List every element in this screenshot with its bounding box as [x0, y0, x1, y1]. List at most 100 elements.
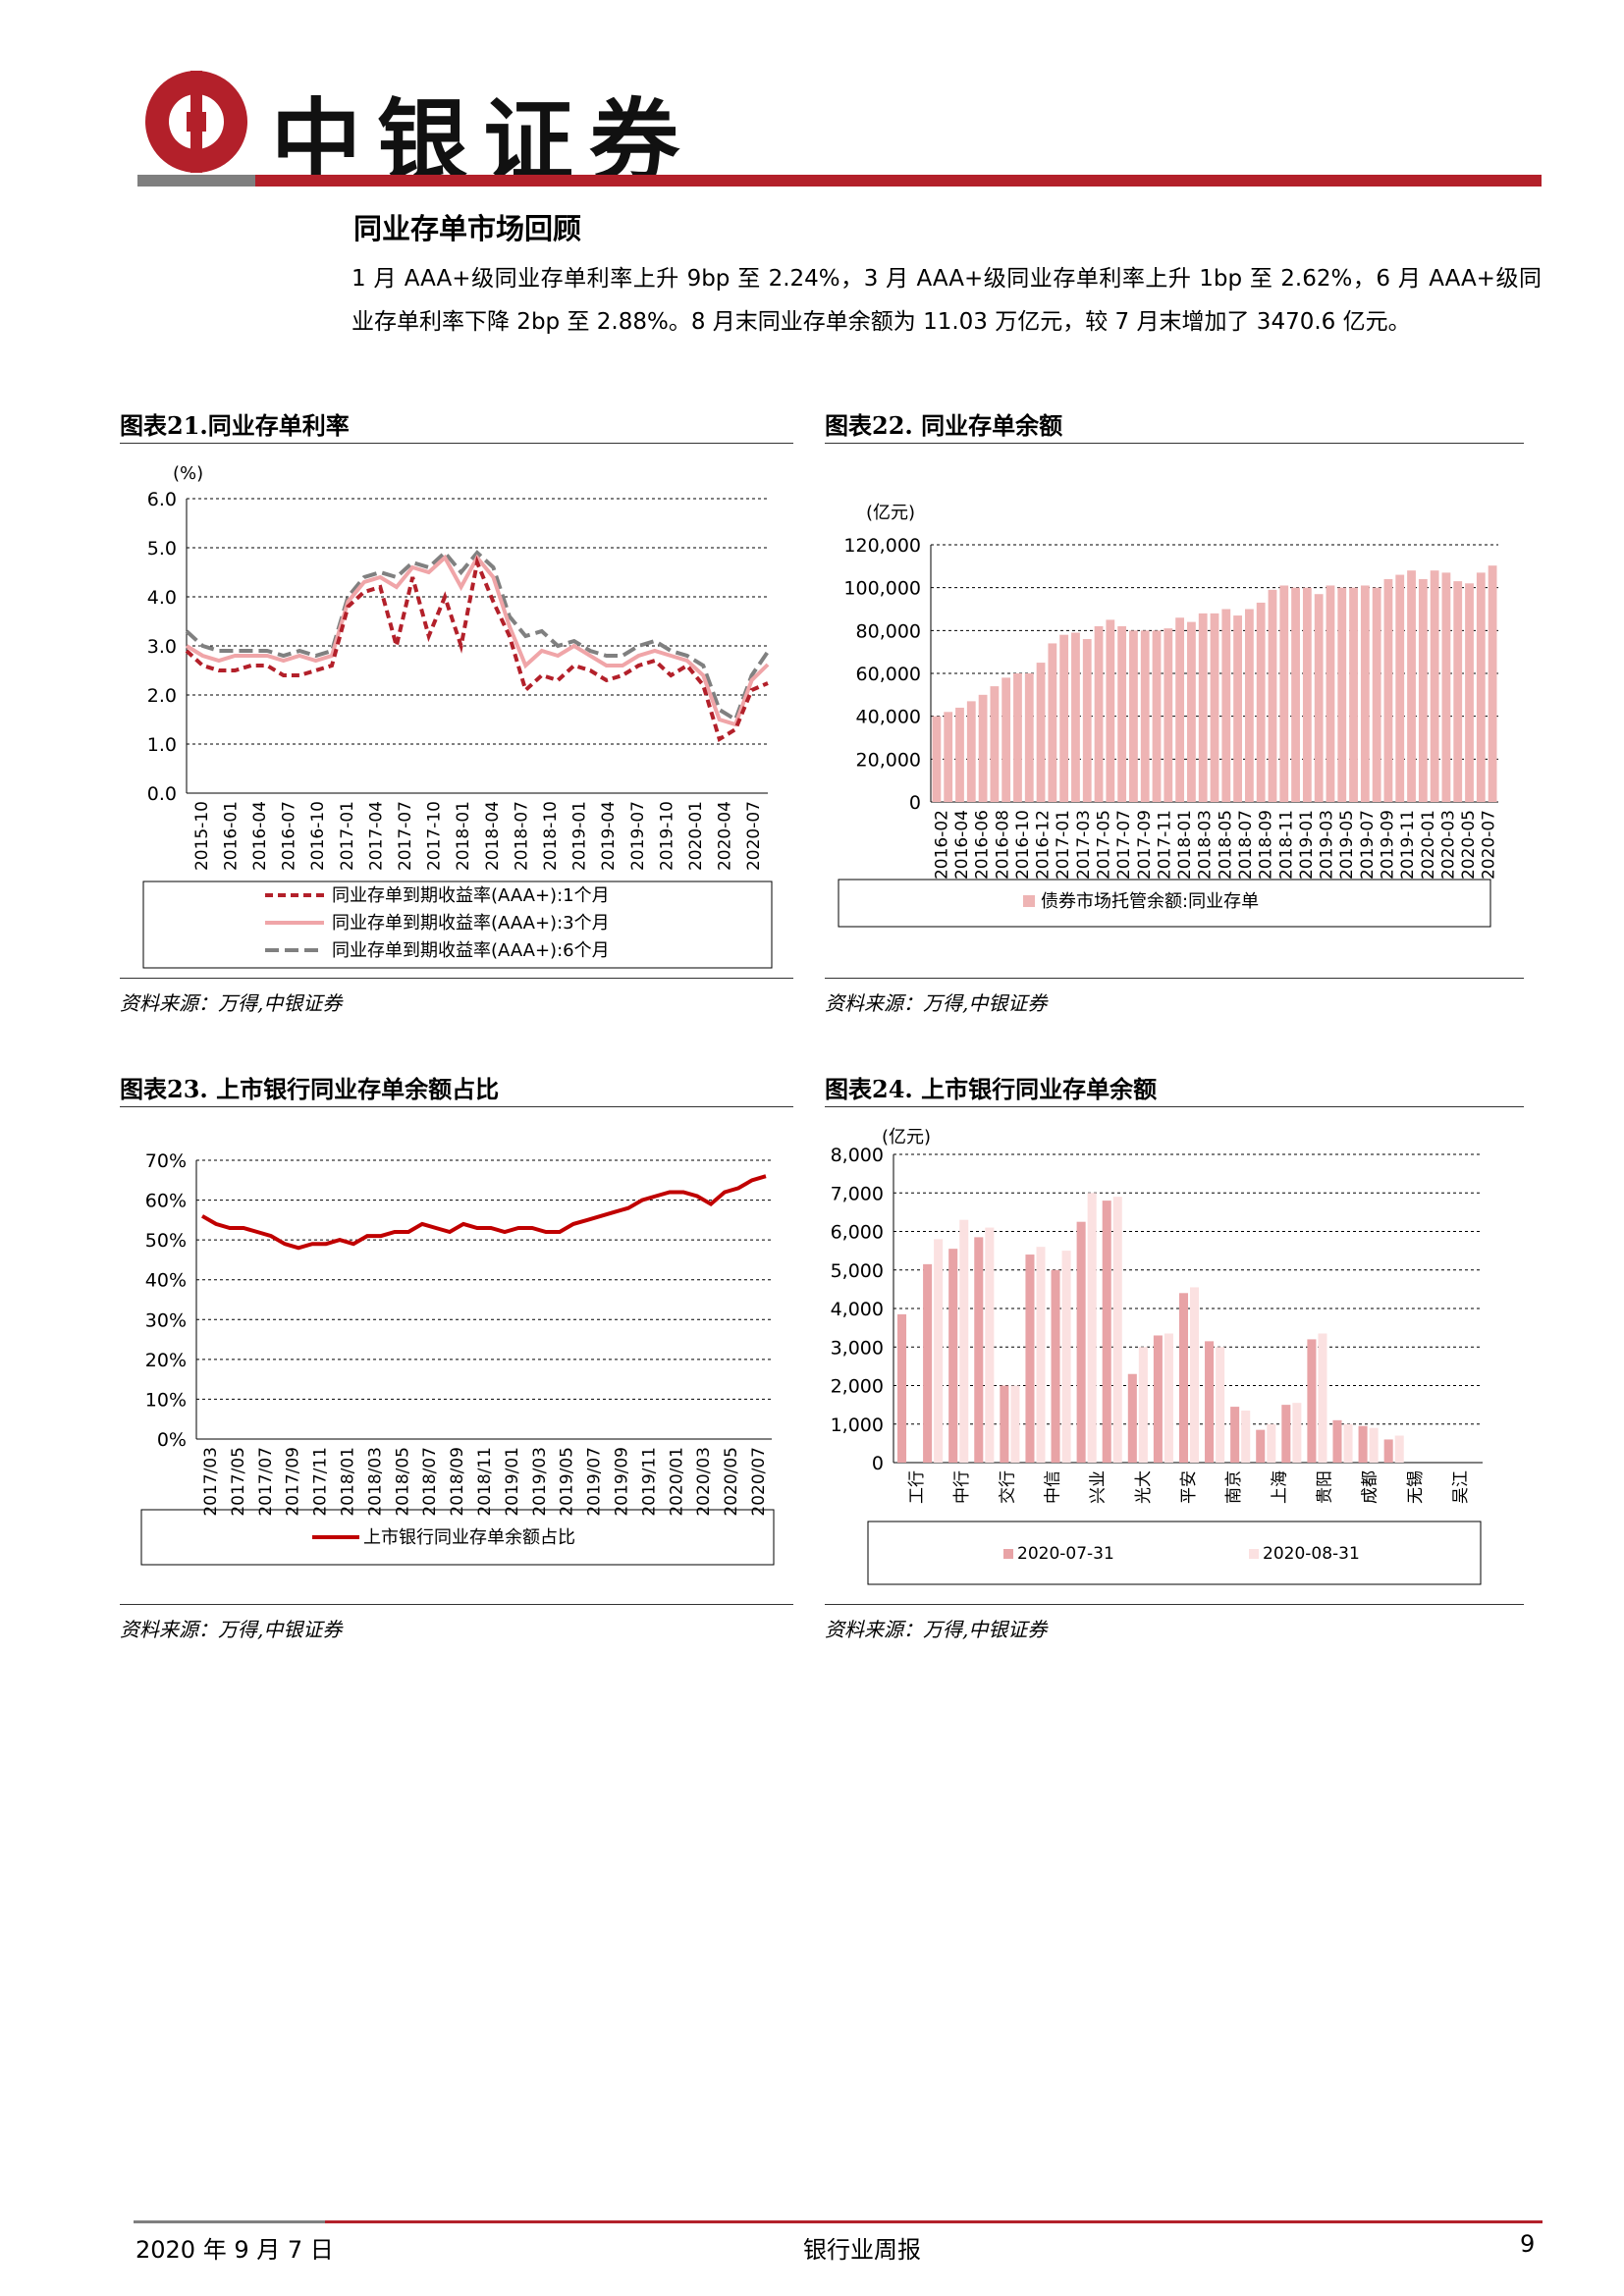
y-tick-label: 0.0 — [147, 783, 177, 805]
bar — [1465, 583, 1474, 802]
bar — [1036, 1247, 1046, 1463]
x-tick-label: 2019-10 — [657, 801, 677, 871]
y-tick-label: 50% — [145, 1230, 187, 1252]
x-tick-label: 2019-09 — [1378, 810, 1397, 880]
bar — [1302, 587, 1312, 802]
y-tick-label: 4.0 — [147, 587, 177, 609]
x-tick-label: 2017-07 — [396, 801, 415, 871]
figure-21-top-rule — [120, 443, 793, 444]
x-tick-label: 贵阳 — [1315, 1470, 1334, 1504]
x-tick-label: 2016-06 — [973, 810, 993, 880]
footer-rule-red — [325, 2220, 1543, 2223]
bar — [934, 1239, 944, 1463]
x-tick-label: 2020/07 — [749, 1447, 769, 1517]
bar — [897, 1313, 907, 1463]
bar — [1190, 1287, 1200, 1463]
bar — [1152, 630, 1162, 802]
bar — [1244, 609, 1254, 802]
x-tick-label: 2020-07 — [1480, 810, 1499, 880]
figure-22-title: 图表22. 同业存单余额 — [825, 411, 1063, 440]
bar — [1025, 1255, 1035, 1463]
x-tick-label: 2020-05 — [1459, 810, 1479, 880]
bar — [990, 686, 1000, 802]
bar — [1153, 1335, 1163, 1463]
bar — [948, 1249, 958, 1463]
x-tick-label: 2018-04 — [483, 801, 503, 871]
y-tick-label: 20% — [145, 1350, 187, 1371]
bar — [1117, 625, 1127, 802]
figure-23-chart: 0% 10% 20% 30% 40% 50% 60% 70% 2017/03 2017/05 201… — [140, 1150, 775, 1566]
x-tick-label: 平安 — [1179, 1470, 1199, 1504]
x-tick-label: 工行 — [907, 1470, 927, 1504]
y-tick-label: 1.0 — [147, 734, 177, 756]
y-tick-label: 40% — [145, 1270, 187, 1292]
bar — [1164, 628, 1173, 802]
x-tick-label: 2018-01 — [1175, 810, 1195, 880]
y-tick-label: 6,000 — [831, 1222, 884, 1244]
x-tick-label: 2018-03 — [1196, 810, 1216, 880]
bar — [1036, 663, 1046, 802]
bar — [1281, 1405, 1291, 1463]
legend-label: 同业存单到期收益率(AAA+):1个月 — [332, 885, 610, 906]
x-tick-label: 2018-07 — [1236, 810, 1256, 880]
x-tick-label: 2019-07 — [1358, 810, 1378, 880]
bar — [1059, 634, 1069, 802]
x-tick-label: 2019/03 — [530, 1447, 550, 1517]
x-tick-label: 南京 — [1224, 1470, 1244, 1504]
bar — [1082, 639, 1092, 802]
x-tick-label: 2019/05 — [558, 1447, 577, 1517]
y-tick-label: 2,000 — [831, 1376, 884, 1398]
x-tick-label: 2019/07 — [585, 1447, 605, 1517]
footer-report-name: 银行业周报 — [803, 2236, 921, 2264]
x-tick-label: 2015-10 — [192, 801, 212, 871]
bar — [1187, 621, 1196, 802]
x-tick-label: 2020-01 — [1419, 810, 1438, 880]
bar — [1314, 594, 1324, 802]
figure-23-bottom-rule — [120, 1604, 793, 1605]
bar — [1453, 581, 1463, 802]
footer-date: 2020 年 9 月 7 日 — [135, 2236, 334, 2264]
y-unit-label: (%) — [173, 463, 203, 484]
x-tick-label: 2019-01 — [570, 801, 590, 871]
bar — [1230, 1407, 1240, 1463]
bar — [1178, 1293, 1188, 1463]
bar — [1024, 673, 1034, 802]
bar — [1221, 609, 1231, 802]
bar — [1307, 1339, 1317, 1463]
header-rule-red — [255, 175, 1542, 187]
figure-23-source: 资料来源：万得,中银证券 — [120, 1618, 343, 1641]
header-rule-grey — [137, 175, 255, 187]
y-tick-label: 8,000 — [831, 1145, 884, 1166]
bar — [1076, 1221, 1086, 1463]
figure-24-chart: (亿元) 0 1,000 2,000 3,000 4,000 5,000 6,000 7,000… — [831, 1127, 1483, 1585]
x-tick-label: 2020/03 — [694, 1447, 714, 1517]
x-tick-label: 兴业 — [1089, 1470, 1109, 1504]
bar — [1407, 570, 1416, 802]
bar — [1140, 630, 1150, 802]
y-tick-label: 2.0 — [147, 685, 177, 707]
y-unit-label: (亿元) — [882, 1127, 931, 1148]
x-tick-label: 2020/05 — [722, 1447, 741, 1517]
y-tick-label: 0 — [909, 792, 921, 814]
figure-22-bottom-rule — [825, 978, 1524, 979]
y-tick-label: 80,000 — [856, 620, 921, 642]
x-tick-label: 2016-08 — [993, 810, 1012, 880]
bar — [1337, 587, 1347, 802]
figure-21-source: 资料来源：万得,中银证券 — [120, 991, 343, 1015]
x-tick-label: 2017/11 — [311, 1447, 331, 1517]
bar — [1112, 1197, 1122, 1463]
bar — [1216, 1347, 1225, 1463]
x-tick-label: 2016-10 — [1013, 810, 1033, 880]
x-tick-label: 2017-07 — [1114, 810, 1134, 880]
x-tick-label: 2016-12 — [1034, 810, 1054, 880]
figure-21-title: 图表21.同业存单利率 — [120, 411, 350, 440]
bar — [1001, 677, 1011, 802]
x-tick-label: 2019/11 — [639, 1447, 659, 1517]
bar — [1210, 613, 1219, 802]
x-tick-label: 光大 — [1134, 1470, 1154, 1504]
bar — [1256, 1429, 1266, 1463]
x-tick-label: 2016-04 — [250, 801, 270, 871]
x-tick-label: 2017/05 — [229, 1447, 248, 1517]
x-tick-label: 2016-10 — [308, 801, 328, 871]
bar — [1106, 619, 1115, 802]
